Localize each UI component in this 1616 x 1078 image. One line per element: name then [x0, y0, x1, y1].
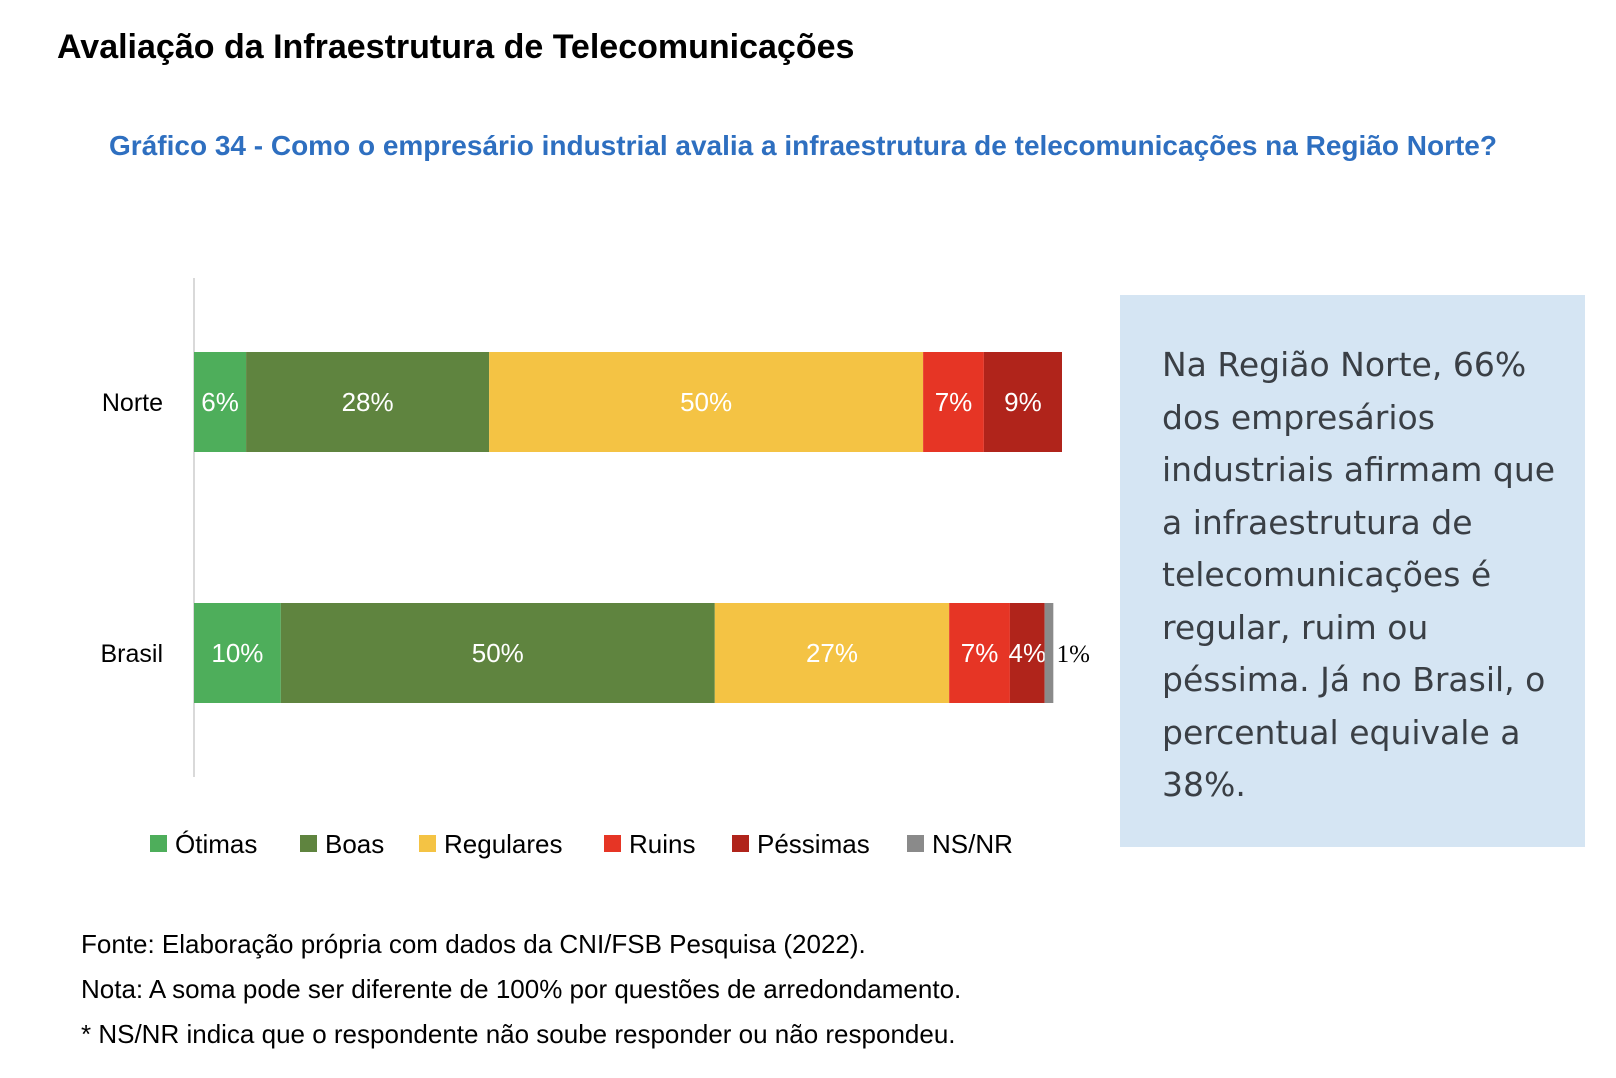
- bar-segment-brasil-2: [714, 603, 950, 703]
- bar-segment-norte-1: [246, 352, 490, 452]
- data-label: 10%: [211, 638, 263, 668]
- bar-segment-brasil-4: [1009, 603, 1045, 703]
- legend-label: Péssimas: [757, 829, 870, 859]
- rounding-note: Nota: A soma pode ser diferente de 100% …: [81, 974, 962, 1004]
- bar-segment-brasil-3: [949, 603, 1010, 703]
- category-label-norte: Norte: [102, 389, 163, 417]
- chart-title: Gráfico 34 - Como o empresário industria…: [109, 130, 1497, 161]
- callout-text: Na Região Norte, 66% dos empresários ind…: [1162, 345, 1556, 804]
- legend-label: Ruins: [629, 829, 695, 859]
- legend-swatch-5: [907, 835, 924, 852]
- bar-segment-norte-3: [923, 352, 984, 452]
- category-label-brasil: Brasil: [100, 640, 163, 668]
- legend-label: Regulares: [444, 829, 563, 859]
- callout-box: Na Região Norte, 66% dos empresários ind…: [1120, 295, 1585, 847]
- bar-segment-norte-4: [983, 352, 1062, 452]
- bar-segment-brasil-5: [1044, 603, 1054, 703]
- data-label: 9%: [1004, 387, 1042, 417]
- stacked-bar-chart: Norte 6% 28% 50% 7% 9% Brasil 10% 50% 27% 7% 4% 1% Ót…: [100, 278, 1090, 859]
- page-heading: Avaliação da Infraestrutura de Telecomun…: [57, 28, 855, 66]
- data-label: 50%: [472, 638, 524, 668]
- legend-label: Ótimas: [175, 829, 257, 859]
- bar-segment-norte-0: [194, 352, 247, 452]
- legend-swatch-1: [300, 835, 317, 852]
- data-label: 50%: [680, 387, 732, 417]
- data-label: 7%: [935, 387, 973, 417]
- legend-label: NS/NR: [932, 829, 1013, 859]
- legend-swatch-3: [604, 835, 621, 852]
- source-note: Fonte: Elaboração própria com dados da C…: [81, 929, 866, 959]
- data-label: 1%: [1057, 641, 1090, 668]
- footnotes: Fonte: Elaboração própria com dados da C…: [81, 922, 961, 1057]
- data-label: 6%: [201, 387, 239, 417]
- data-label: 28%: [342, 387, 394, 417]
- legend-swatch-0: [150, 835, 167, 852]
- legend-label: Boas: [325, 829, 384, 859]
- data-label: 4%: [1008, 638, 1046, 668]
- legend-swatch-4: [732, 835, 749, 852]
- bar-segment-brasil-0: [194, 603, 281, 703]
- data-label: 7%: [961, 638, 999, 668]
- nsnr-note: * NS/NR indica que o respondente não sou…: [81, 1019, 956, 1049]
- legend-swatch-2: [419, 835, 436, 852]
- data-label: 27%: [806, 638, 858, 668]
- bar-segment-brasil-1: [280, 603, 715, 703]
- bar-segment-norte-2: [489, 352, 924, 452]
